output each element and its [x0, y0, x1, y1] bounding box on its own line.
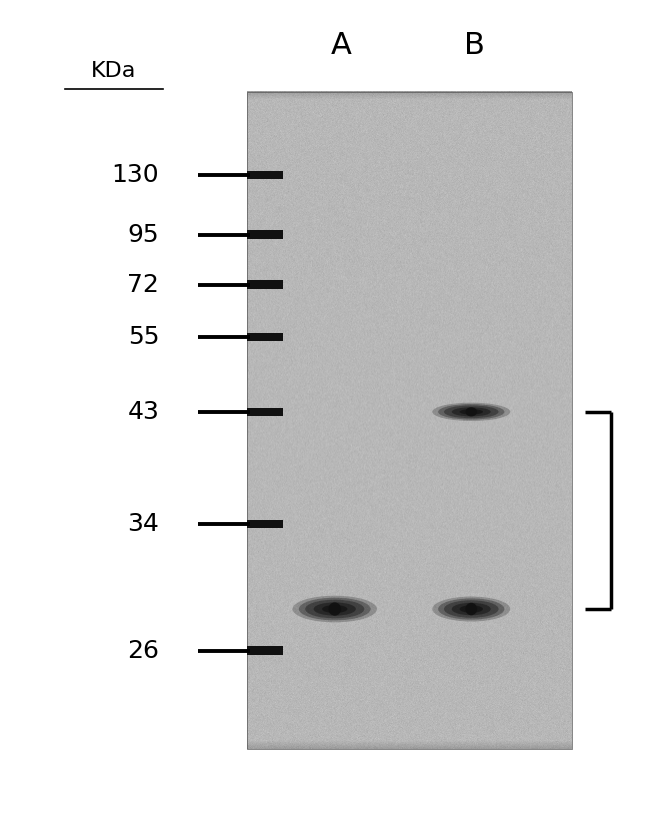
FancyBboxPatch shape: [247, 333, 283, 341]
FancyBboxPatch shape: [247, 230, 283, 239]
Ellipse shape: [328, 602, 341, 616]
Text: 130: 130: [112, 163, 159, 186]
FancyBboxPatch shape: [247, 408, 283, 416]
FancyBboxPatch shape: [247, 280, 283, 289]
Ellipse shape: [465, 602, 477, 616]
Ellipse shape: [444, 405, 499, 418]
Ellipse shape: [444, 601, 499, 617]
Ellipse shape: [452, 602, 491, 616]
Text: KDa: KDa: [91, 61, 136, 81]
Text: 34: 34: [127, 513, 159, 536]
FancyBboxPatch shape: [247, 171, 283, 179]
Ellipse shape: [438, 404, 504, 419]
Ellipse shape: [292, 596, 377, 622]
Ellipse shape: [306, 600, 364, 618]
Ellipse shape: [322, 605, 347, 613]
Ellipse shape: [299, 597, 370, 621]
Ellipse shape: [432, 403, 510, 421]
Ellipse shape: [460, 606, 483, 612]
Ellipse shape: [438, 598, 504, 620]
Ellipse shape: [460, 409, 483, 414]
FancyBboxPatch shape: [247, 520, 283, 528]
Ellipse shape: [313, 602, 356, 616]
FancyBboxPatch shape: [247, 646, 283, 655]
Ellipse shape: [465, 407, 477, 416]
Ellipse shape: [452, 407, 491, 416]
Text: 43: 43: [127, 400, 159, 423]
Ellipse shape: [432, 597, 510, 622]
Text: B: B: [464, 32, 485, 60]
Text: A: A: [331, 32, 352, 60]
Text: 72: 72: [127, 273, 159, 296]
Text: 95: 95: [127, 223, 159, 246]
Text: 55: 55: [128, 325, 159, 349]
Text: 26: 26: [127, 639, 159, 662]
